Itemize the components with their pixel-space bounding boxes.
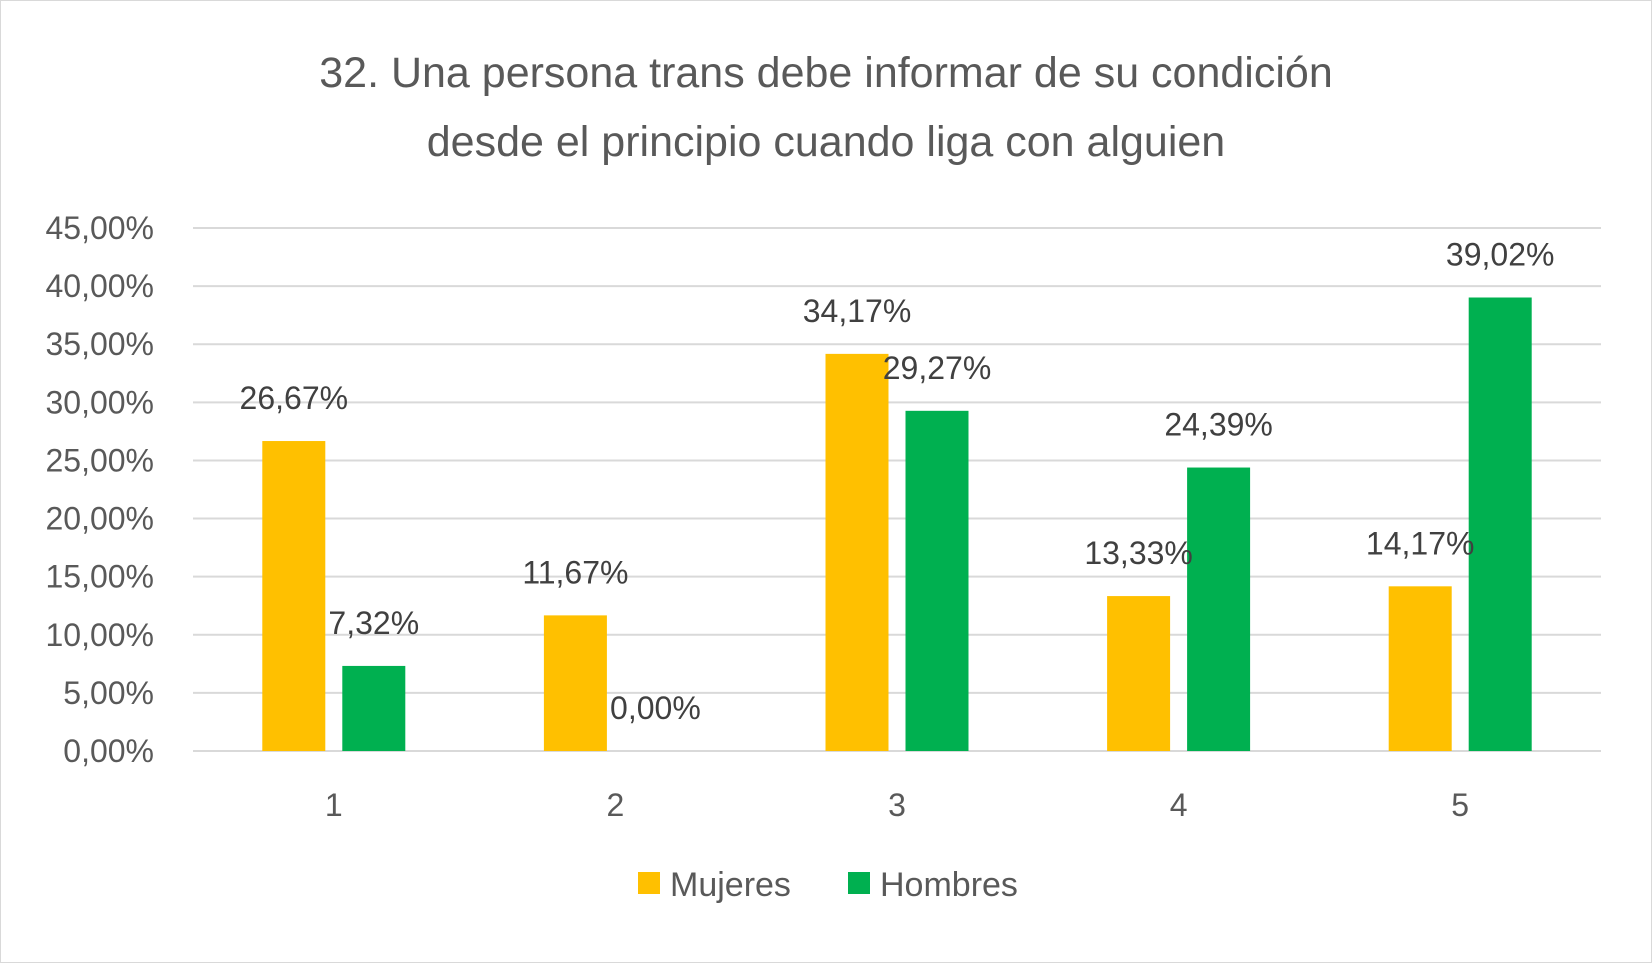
- bar-mujeres: [1107, 596, 1171, 751]
- x-tick-label: 4: [1170, 787, 1188, 823]
- gridlines: [193, 227, 1601, 752]
- y-tick-label: 0,00%: [63, 733, 154, 769]
- bar-hombres: [905, 410, 969, 751]
- x-axis-tick-labels: 1 2 3 4 5: [325, 787, 1469, 823]
- legend: Mujeres Hombres: [638, 866, 1018, 904]
- chart-title-line-2: desde el principio cuando liga con algui…: [427, 118, 1225, 166]
- data-label: 29,27%: [883, 350, 992, 386]
- bar-mujeres: [262, 441, 326, 751]
- data-label: 11,67%: [522, 554, 628, 590]
- bar-hombres: [1187, 467, 1251, 751]
- data-labels: 26,67% 7,32% 11,67% 0,00% 34,17% 29,27% 13,33%…: [240, 237, 1555, 726]
- bars: [262, 297, 1532, 751]
- y-tick-label: 25,00%: [45, 442, 154, 478]
- y-tick-label: 15,00%: [45, 559, 154, 595]
- bar-hombres: [1468, 297, 1532, 751]
- y-tick-label: 30,00%: [45, 384, 154, 420]
- chart-title-line-1: 32. Una persona trans debe informar de s…: [319, 49, 1333, 97]
- legend-swatch-hombres: [848, 872, 870, 894]
- legend-label-mujeres: Mujeres: [670, 866, 791, 904]
- legend-label-hombres: Hombres: [880, 866, 1018, 904]
- y-tick-label: 20,00%: [45, 501, 154, 537]
- y-tick-label: 35,00%: [45, 326, 154, 362]
- data-label: 26,67%: [240, 380, 349, 416]
- bar-mujeres: [825, 353, 889, 751]
- data-label: 7,32%: [328, 605, 419, 641]
- data-label: 13,33%: [1084, 535, 1193, 571]
- bar-hombres: [342, 665, 406, 751]
- data-label: 34,17%: [803, 293, 912, 329]
- x-tick-label: 5: [1451, 787, 1469, 823]
- x-tick-label: 1: [325, 787, 343, 823]
- y-tick-label: 45,00%: [45, 210, 154, 246]
- y-axis-tick-labels: 0,00% 5,00% 10,00% 15,00% 20,00% 25,00% 30,00%…: [45, 210, 154, 769]
- chart-title: 32. Una persona trans debe informar de s…: [319, 49, 1333, 166]
- y-tick-label: 10,00%: [45, 617, 154, 653]
- x-tick-label: 2: [607, 787, 625, 823]
- x-tick-label: 3: [888, 787, 906, 823]
- bar-mujeres: [543, 615, 607, 751]
- data-label: 14,17%: [1366, 525, 1475, 561]
- data-label: 0,00%: [610, 690, 701, 726]
- y-tick-label: 40,00%: [45, 268, 154, 304]
- y-tick-label: 5,00%: [63, 675, 154, 711]
- data-label: 24,39%: [1164, 407, 1273, 443]
- bar-mujeres: [1388, 586, 1452, 751]
- data-label: 39,02%: [1446, 237, 1555, 273]
- legend-swatch-mujeres: [638, 872, 660, 894]
